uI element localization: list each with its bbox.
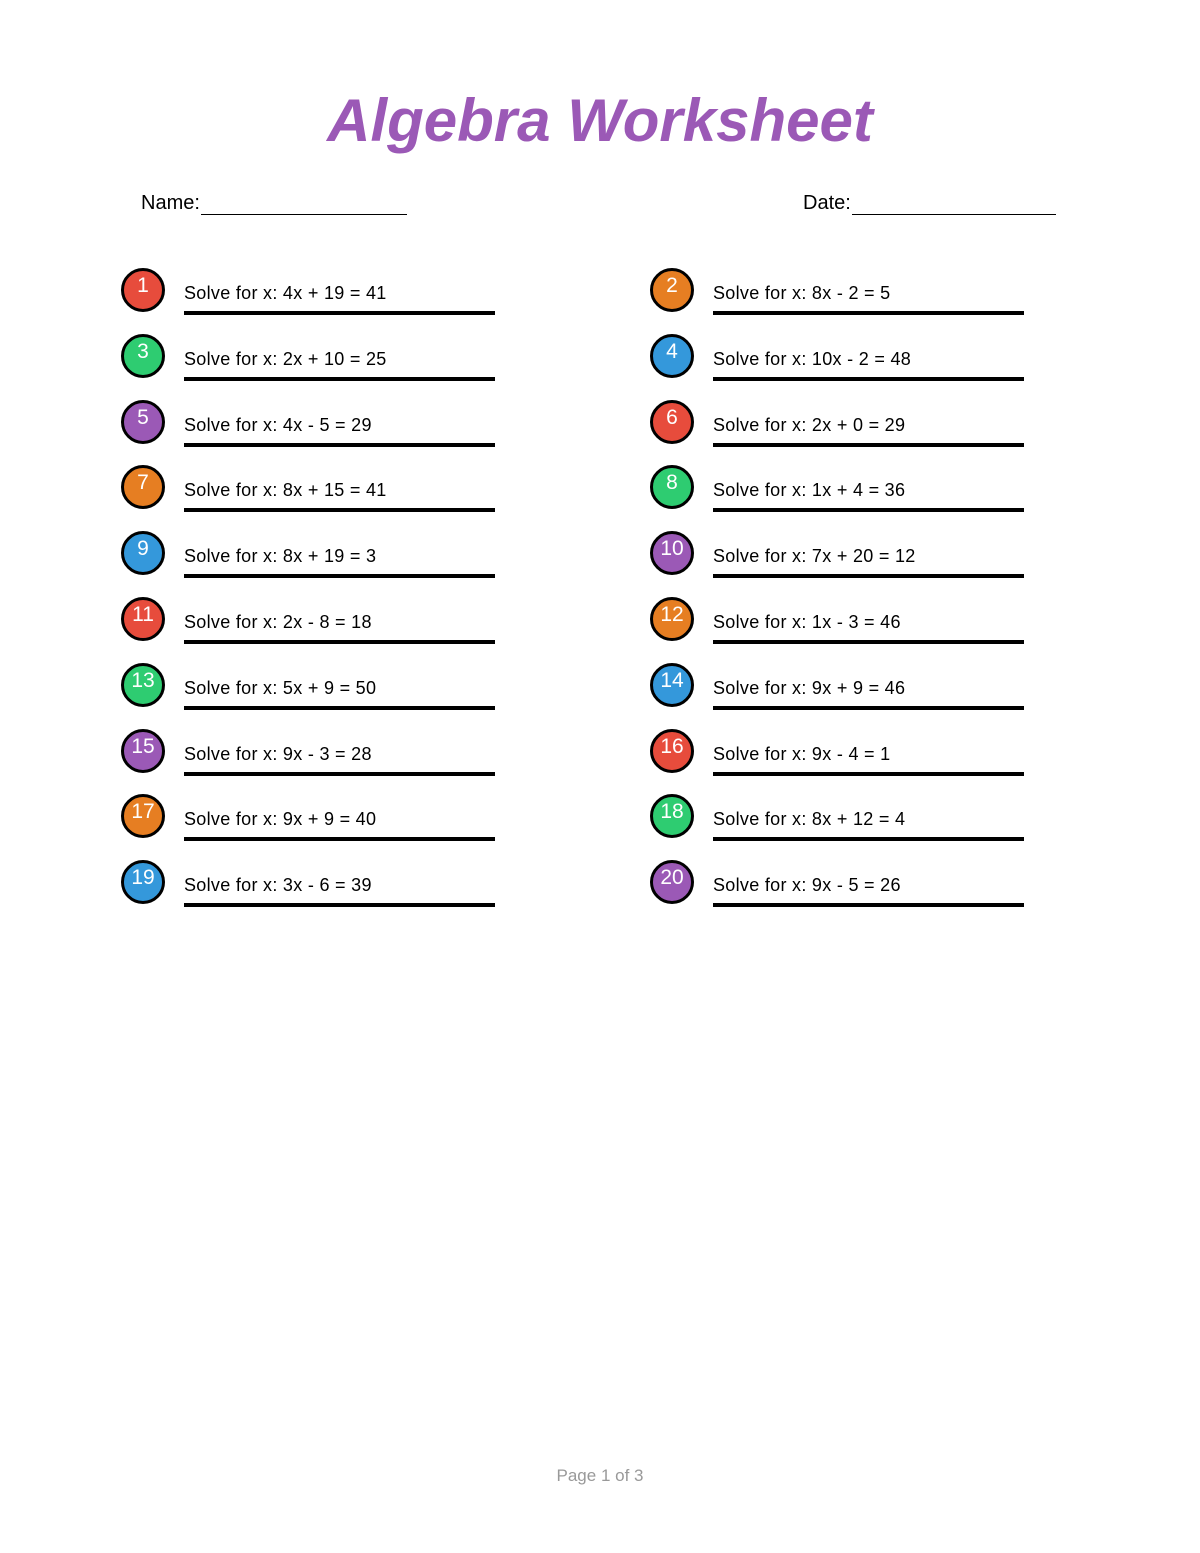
problem-text: Solve for x: 4x + 19 = 41 <box>184 283 387 303</box>
answer-line[interactable] <box>184 705 495 710</box>
answer-line[interactable] <box>184 837 495 842</box>
problem-text: Solve for x: 1x + 4 = 36 <box>713 480 906 501</box>
problem-text: Solve for x: 1x - 3 = 46 <box>713 612 901 632</box>
problem-item: 11 Solve for x: 2x - 8 = 18 <box>121 597 541 663</box>
problem-number-badge: 11 <box>121 597 165 641</box>
answer-line[interactable] <box>713 705 1024 710</box>
worksheet-title: Algebra Worksheet <box>327 87 873 154</box>
problem-item: 13 Solve for x: 5x + 9 = 50 <box>121 662 541 729</box>
problem-number-badge: 19 <box>121 860 165 905</box>
date-blank[interactable] <box>851 194 1056 215</box>
problem-item: 1 Solve for x: 4x + 19 = 41 <box>121 268 541 334</box>
answer-line[interactable] <box>713 376 1024 381</box>
answer-line[interactable] <box>713 574 1024 579</box>
problem-item: 3 Solve for x: 2x + 10 = 25 <box>121 333 541 400</box>
problem-number-badge: 10 <box>650 531 694 576</box>
name-field[interactable]: Name: <box>141 192 407 215</box>
problem-number-badge: 4 <box>650 333 694 378</box>
problem-item: 4 Solve for x: 10x - 2 = 48 <box>650 333 1070 400</box>
problem-text: Solve for x: 9x + 9 = 46 <box>713 677 906 698</box>
problem-number-badge: 16 <box>650 728 694 773</box>
problem-number-badge: 14 <box>650 662 694 707</box>
problem-text: Solve for x: 8x - 2 = 5 <box>713 283 891 303</box>
problem-number-badge: 2 <box>650 268 694 312</box>
problem-text: Solve for x: 5x + 9 = 50 <box>184 677 377 698</box>
problem-number-badge: 20 <box>650 860 694 905</box>
problem-item: 10 Solve for x: 7x + 20 = 12 <box>650 531 1070 597</box>
problem-text: Solve for x: 9x - 5 = 26 <box>713 875 901 896</box>
problem-item: 14 Solve for x: 9x + 9 = 46 <box>650 662 1070 729</box>
answer-line[interactable] <box>713 442 1024 447</box>
problem-text: Solve for x: 9x - 3 = 28 <box>184 743 372 764</box>
problem-item: 6 Solve for x: 2x + 0 = 29 <box>650 399 1070 466</box>
answer-line[interactable] <box>184 442 495 447</box>
answer-line[interactable] <box>184 376 495 381</box>
answer-line[interactable] <box>713 640 1024 644</box>
problem-text: Solve for x: 8x + 15 = 41 <box>184 480 387 501</box>
problem-number-badge: 3 <box>121 333 165 378</box>
problem-text: Solve for x: 4x - 5 = 29 <box>184 414 372 435</box>
answer-line[interactable] <box>713 311 1024 315</box>
problem-item: 5 Solve for x: 4x - 5 = 29 <box>121 399 541 466</box>
page-footer: Page 1 of 3 <box>556 1466 644 1485</box>
problem-item: 18 Solve for x: 8x + 12 = 4 <box>650 794 1070 860</box>
problem-number-badge: 6 <box>650 399 694 444</box>
problem-text: Solve for x: 9x - 4 = 1 <box>713 743 891 764</box>
problem-item: 16 Solve for x: 9x - 4 = 1 <box>650 728 1070 795</box>
answer-line[interactable] <box>184 903 495 908</box>
problem-item: 9 Solve for x: 8x + 19 = 3 <box>121 531 541 597</box>
problem-item: 20 Solve for x: 9x - 5 = 26 <box>650 860 1070 926</box>
problem-number-badge: 13 <box>121 662 165 707</box>
answer-line[interactable] <box>713 837 1024 842</box>
problem-item: 15 Solve for x: 9x - 3 = 28 <box>121 728 541 795</box>
name-blank[interactable] <box>200 194 407 215</box>
problem-item: 17 Solve for x: 9x + 9 = 40 <box>121 794 541 860</box>
problem-text: Solve for x: 3x - 6 = 39 <box>184 875 372 896</box>
answer-line[interactable] <box>713 771 1024 776</box>
problem-text: Solve for x: 10x - 2 = 48 <box>713 348 912 369</box>
problem-text: Solve for x: 9x + 9 = 40 <box>184 809 377 830</box>
problem-number-badge: 9 <box>121 531 165 576</box>
answer-line[interactable] <box>184 311 495 315</box>
problem-text: Solve for x: 2x + 0 = 29 <box>713 414 906 435</box>
date-label: Date: <box>803 192 851 214</box>
problem-number-badge: 5 <box>121 399 165 444</box>
problem-text: Solve for x: 8x + 12 = 4 <box>713 809 906 830</box>
problem-text: Solve for x: 2x + 10 = 25 <box>184 348 387 369</box>
answer-line[interactable] <box>184 574 495 579</box>
problem-item: 2 Solve for x: 8x - 2 = 5 <box>650 268 1070 334</box>
problem-number-badge: 7 <box>121 465 165 510</box>
problem-number-badge: 8 <box>650 465 694 510</box>
problem-number-badge: 1 <box>121 268 165 312</box>
answer-line[interactable] <box>713 903 1024 908</box>
problem-number-badge: 15 <box>121 728 165 773</box>
problem-text: Solve for x: 8x + 19 = 3 <box>184 546 377 567</box>
answer-line[interactable] <box>184 508 495 513</box>
problem-item: 7 Solve for x: 8x + 15 = 41 <box>121 465 541 531</box>
date-field[interactable]: Date: <box>803 192 1056 215</box>
answer-line[interactable] <box>184 640 495 644</box>
problem-text: Solve for x: 2x - 8 = 18 <box>184 612 372 632</box>
problem-item: 12 Solve for x: 1x - 3 = 46 <box>650 597 1070 663</box>
answer-line[interactable] <box>713 508 1024 513</box>
problem-item: 19 Solve for x: 3x - 6 = 39 <box>121 860 541 926</box>
answer-line[interactable] <box>184 771 495 776</box>
problem-item: 8 Solve for x: 1x + 4 = 36 <box>650 465 1070 531</box>
problem-number-badge: 18 <box>650 794 694 839</box>
problem-number-badge: 12 <box>650 597 694 641</box>
problem-number-badge: 17 <box>121 794 165 839</box>
name-label: Name: <box>141 192 200 214</box>
problem-text: Solve for x: 7x + 20 = 12 <box>713 546 916 567</box>
